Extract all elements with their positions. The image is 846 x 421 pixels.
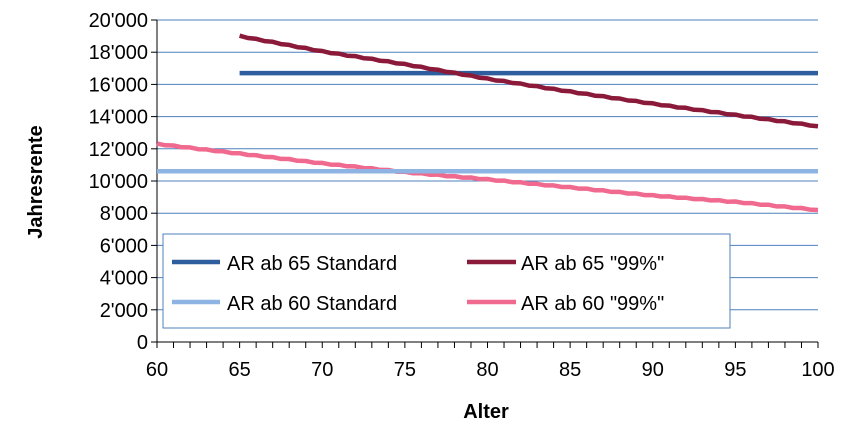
- series-ar65-99-line: [238, 33, 819, 129]
- y-axis-title: Jahresrente: [25, 125, 47, 238]
- y-tick-label: 8'000: [100, 203, 148, 225]
- y-tick-label: 0: [137, 332, 148, 354]
- y-tick-label: 16'000: [89, 74, 148, 96]
- y-tick-label: 20'000: [89, 10, 148, 32]
- x-tick-label: 65: [229, 359, 251, 381]
- legend: AR ab 65 Standard AR ab 65 "99%" AR ab 60 …: [162, 233, 731, 329]
- x-tick-label: 90: [642, 359, 664, 381]
- x-tick-label: 80: [476, 359, 498, 381]
- series-lines: [156, 33, 819, 213]
- legend-label: AR ab 65 Standard: [227, 253, 397, 275]
- y-tick-label: 14'000: [89, 107, 148, 129]
- y-tick-label: 6'000: [100, 235, 148, 257]
- y-tick-label: 2'000: [100, 300, 148, 322]
- x-tick-label: 100: [801, 359, 834, 381]
- axes: [151, 19, 819, 348]
- y-tick-label: 10'000: [89, 171, 148, 193]
- x-axis-title: Alter: [463, 401, 509, 421]
- legend-label: AR ab 60 Standard: [227, 293, 397, 315]
- x-tick-label: 60: [146, 359, 168, 381]
- x-tick-label: 85: [559, 359, 581, 381]
- series-ar60-99-line: [156, 141, 819, 213]
- y-tick-label: 12'000: [89, 139, 148, 161]
- x-tick-label: 95: [724, 359, 746, 381]
- y-tick-label: 4'000: [100, 268, 148, 290]
- y-tick-label: 18'000: [89, 42, 148, 64]
- legend-label: AR ab 65 "99%": [521, 253, 664, 275]
- legend-box: [162, 233, 731, 329]
- x-tick-label: 75: [394, 359, 416, 381]
- tick-labels: 0 2'000 4'000 6'000 8'000 10'000 12'000 14'000 1…: [89, 10, 835, 381]
- x-tick-label: 70: [311, 359, 333, 381]
- legend-label: AR ab 60 "99%": [521, 293, 664, 315]
